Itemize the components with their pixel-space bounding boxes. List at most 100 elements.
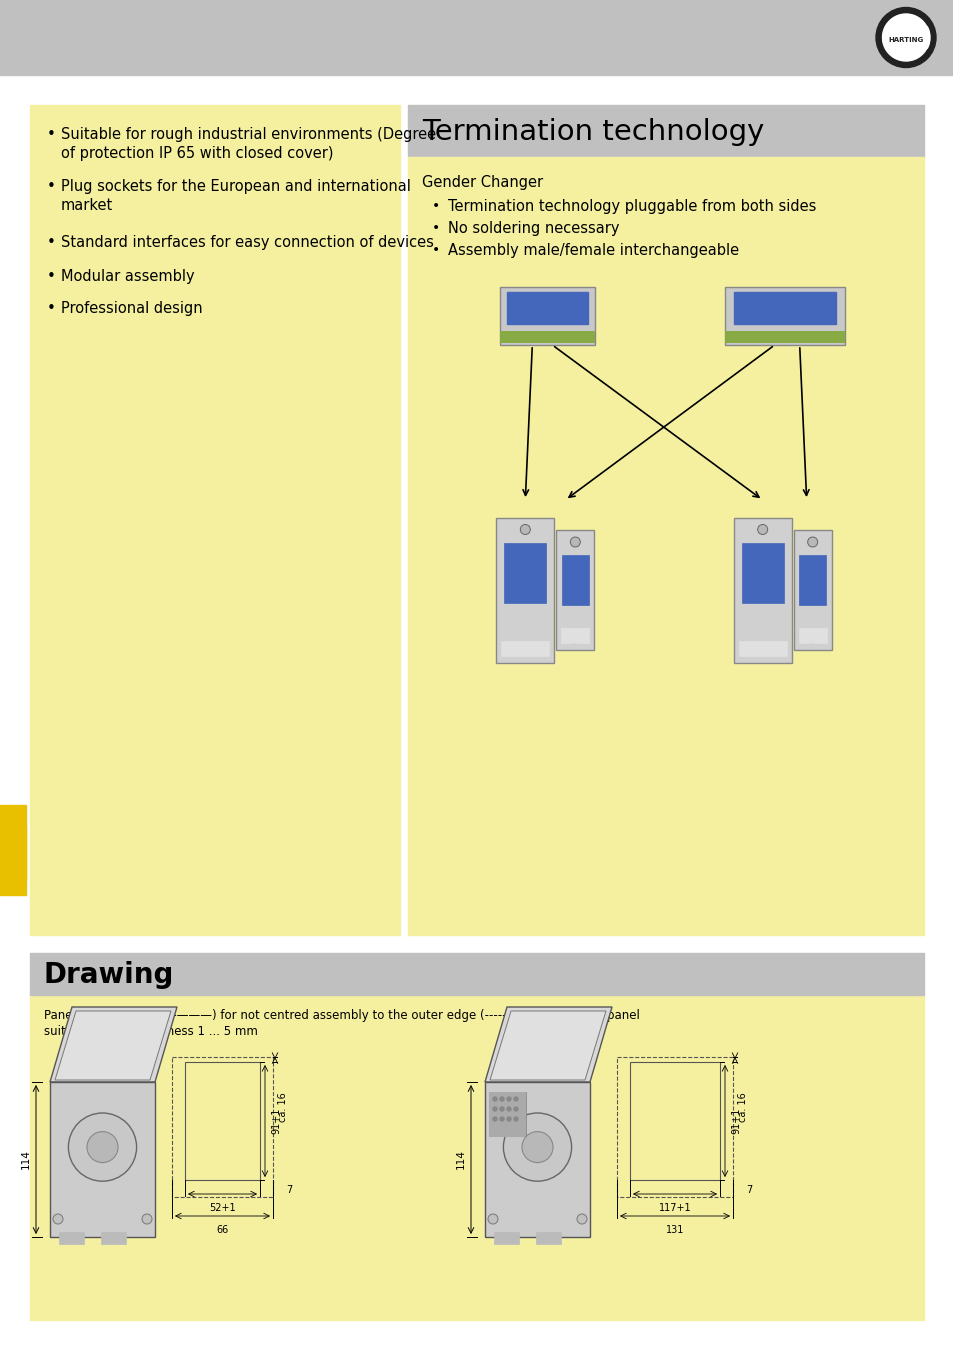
- Circle shape: [69, 1112, 136, 1181]
- Text: 114: 114: [456, 1150, 465, 1169]
- Text: 7: 7: [745, 1185, 751, 1195]
- Circle shape: [514, 1098, 517, 1102]
- Circle shape: [570, 537, 579, 547]
- Polygon shape: [50, 1007, 177, 1081]
- Bar: [30, 953, 923, 995]
- Bar: [793, 531, 831, 649]
- Text: Plug sockets for the European and international: Plug sockets for the European and intern…: [61, 180, 411, 194]
- Bar: [59, 1233, 84, 1243]
- Text: Assembly male/female interchangeable: Assembly male/female interchangeable: [448, 243, 739, 258]
- Bar: [50, 1081, 154, 1237]
- Text: Suitable for rough industrial environments (Degree: Suitable for rough industrial environmen…: [61, 127, 436, 142]
- Text: •: •: [47, 180, 56, 194]
- Bar: [408, 105, 923, 157]
- Text: •: •: [47, 269, 56, 284]
- Text: •: •: [47, 301, 56, 316]
- Bar: [733, 292, 835, 324]
- Text: 52+1: 52+1: [209, 1203, 235, 1214]
- Text: ca. 16: ca. 16: [738, 1092, 747, 1122]
- Text: 66: 66: [216, 1224, 229, 1235]
- Circle shape: [757, 525, 767, 535]
- Text: Drawing: Drawing: [44, 961, 174, 990]
- Circle shape: [757, 645, 767, 656]
- Bar: [560, 628, 589, 643]
- Text: 114: 114: [21, 1150, 30, 1169]
- Bar: [536, 1233, 560, 1243]
- Circle shape: [87, 1131, 118, 1162]
- Text: 131: 131: [665, 1224, 683, 1235]
- Circle shape: [493, 1107, 497, 1111]
- Bar: [408, 157, 923, 936]
- Bar: [101, 1233, 126, 1243]
- Bar: [724, 288, 843, 346]
- Circle shape: [499, 1107, 503, 1111]
- Bar: [30, 105, 399, 936]
- Text: Standard interfaces for easy connection of devices: Standard interfaces for easy connection …: [61, 235, 434, 250]
- Circle shape: [577, 1214, 586, 1224]
- Circle shape: [514, 1107, 517, 1111]
- Bar: [494, 1233, 518, 1243]
- Bar: [629, 1062, 720, 1180]
- Text: HARTING: HARTING: [887, 36, 923, 42]
- Bar: [561, 555, 588, 605]
- Bar: [798, 628, 826, 643]
- Text: market: market: [61, 198, 113, 213]
- Bar: [185, 1062, 260, 1180]
- Bar: [489, 1092, 525, 1135]
- Circle shape: [503, 1112, 571, 1181]
- Bar: [741, 543, 782, 603]
- Bar: [738, 640, 786, 656]
- Circle shape: [53, 1214, 63, 1224]
- Text: •: •: [432, 243, 439, 256]
- Text: 91+1: 91+1: [271, 1108, 281, 1134]
- Bar: [0, 825, 26, 895]
- Bar: [556, 531, 594, 649]
- Text: Termination technology pluggable from both sides: Termination technology pluggable from bo…: [448, 198, 816, 215]
- Text: No soldering necessary: No soldering necessary: [448, 221, 618, 236]
- Text: Panel cut out (———————) for not centred assembly to the outer edge (----------) : Panel cut out (———————) for not centred …: [44, 1008, 639, 1022]
- Bar: [0, 805, 26, 880]
- Text: Modular assembly: Modular assembly: [61, 269, 194, 284]
- Bar: [799, 555, 825, 605]
- Circle shape: [875, 8, 935, 68]
- Circle shape: [807, 537, 817, 547]
- Circle shape: [514, 1116, 517, 1120]
- Circle shape: [488, 1214, 497, 1224]
- Text: •: •: [47, 127, 56, 142]
- Bar: [489, 1092, 524, 1135]
- Text: 91+1: 91+1: [730, 1108, 740, 1134]
- Bar: [496, 517, 554, 663]
- Text: •: •: [432, 221, 439, 235]
- Text: ca. 16: ca. 16: [277, 1092, 288, 1122]
- Bar: [484, 1081, 589, 1237]
- Circle shape: [807, 633, 817, 643]
- Bar: [733, 517, 791, 663]
- Polygon shape: [55, 1011, 171, 1080]
- Polygon shape: [490, 1011, 605, 1080]
- Text: 117+1: 117+1: [658, 1203, 691, 1214]
- Bar: [506, 292, 587, 324]
- Circle shape: [882, 14, 929, 62]
- Circle shape: [493, 1098, 497, 1102]
- Circle shape: [519, 525, 530, 535]
- Text: suitable to wall thickness 1 ... 5 mm: suitable to wall thickness 1 ... 5 mm: [44, 1025, 257, 1038]
- Text: 7: 7: [286, 1185, 292, 1195]
- Text: •: •: [47, 235, 56, 250]
- Bar: [617, 1057, 732, 1197]
- Circle shape: [506, 1098, 511, 1102]
- Circle shape: [506, 1107, 511, 1111]
- Circle shape: [499, 1116, 503, 1120]
- Polygon shape: [484, 1007, 612, 1081]
- Circle shape: [519, 645, 530, 656]
- Circle shape: [142, 1214, 152, 1224]
- Bar: [504, 543, 546, 603]
- Circle shape: [506, 1116, 511, 1120]
- Text: Termination technology: Termination technology: [421, 117, 763, 146]
- Bar: [499, 288, 595, 346]
- Circle shape: [499, 1098, 503, 1102]
- Bar: [172, 1057, 273, 1197]
- Text: of protection IP 65 with closed cover): of protection IP 65 with closed cover): [61, 146, 334, 161]
- Circle shape: [570, 633, 579, 643]
- Bar: [30, 995, 923, 1320]
- Bar: [499, 331, 595, 343]
